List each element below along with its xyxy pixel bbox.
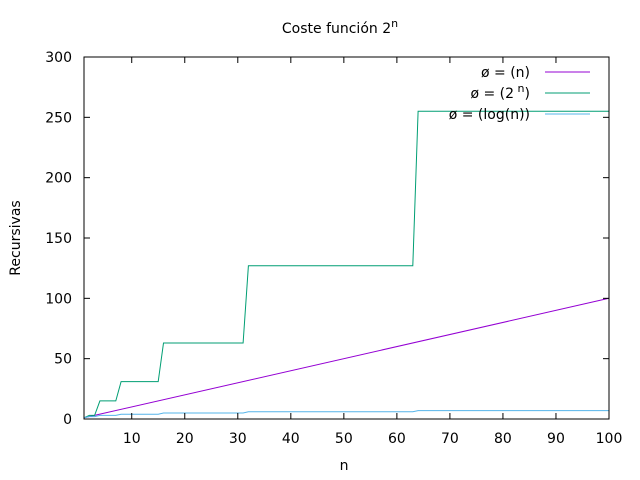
- x-tick-label: 10: [123, 431, 141, 447]
- x-tick-label: 80: [494, 431, 512, 447]
- x-tick-label: 20: [176, 431, 194, 447]
- x-tick-label: 90: [547, 431, 565, 447]
- x-tick-label: 50: [335, 431, 353, 447]
- x-tick-label: 30: [229, 431, 247, 447]
- y-tick-label: 250: [45, 110, 72, 126]
- chart-title: Coste función 2n: [282, 17, 398, 37]
- x-tick-label: 40: [282, 431, 300, 447]
- x-tick-label: 70: [441, 431, 459, 447]
- legend: ø = (n)ø = (2 n) ø = (log(n)): [449, 65, 590, 123]
- x-axis-label: n: [340, 458, 349, 474]
- legend-label-1: ø = (n): [481, 65, 530, 81]
- plot-area: [83, 110, 610, 419]
- x-tick-label: 100: [596, 431, 623, 447]
- x-tick-label: 60: [388, 431, 406, 447]
- x-axis: 10 20 30 40 50 60 70 80 90 100: [123, 57, 623, 447]
- series-line-3: [83, 410, 609, 419]
- y-tick-label: 100: [45, 291, 72, 307]
- legend-label-2: ø = (2 n): [470, 82, 530, 102]
- y-tick-label: 300: [45, 50, 72, 66]
- y-axis-label: Recursivas: [8, 200, 24, 275]
- y-tick-label: 150: [45, 231, 72, 247]
- y-axis: 0 50 100 150 200 250 300: [45, 50, 609, 428]
- series-line-2: [83, 110, 609, 419]
- legend-label-3: ø = (log(n)): [449, 107, 530, 123]
- y-tick-label: 0: [63, 412, 72, 428]
- y-tick-label: 200: [45, 171, 72, 187]
- y-tick-label: 50: [54, 352, 72, 368]
- series-line-1: [83, 297, 610, 419]
